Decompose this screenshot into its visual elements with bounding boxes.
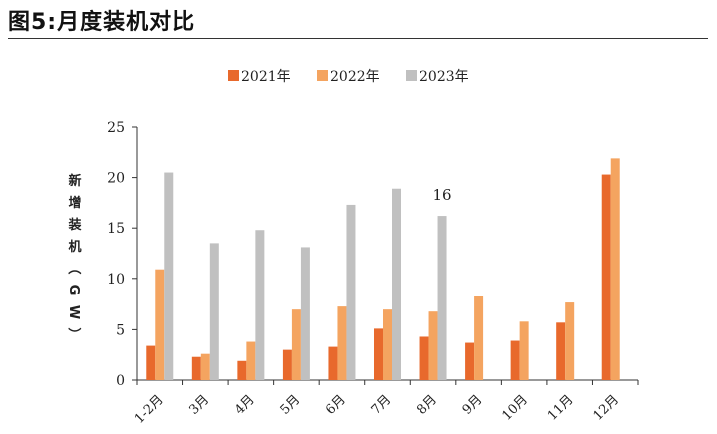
legend-swatch xyxy=(317,70,328,81)
legend-label: 2022年 xyxy=(330,69,380,85)
bar-2023年-6月 xyxy=(346,204,356,380)
bar-2022年-4月 xyxy=(246,341,256,380)
bar-2023年-7月 xyxy=(392,188,401,380)
bar-2023年-5月 xyxy=(300,247,310,380)
title-rule xyxy=(8,38,708,39)
data-label: 16 xyxy=(432,186,451,204)
x-tick-label: 9月 xyxy=(460,392,486,418)
y-axis-label-char: 装 xyxy=(67,217,81,233)
y-tick-label: 10 xyxy=(107,272,125,288)
y-axis-label-char: （ xyxy=(66,261,82,274)
y-axis-label-char: 增 xyxy=(68,195,81,211)
y-tick-label: 25 xyxy=(107,120,125,136)
x-tick-label: 5月 xyxy=(278,392,304,418)
y-tick-label: 20 xyxy=(107,171,125,187)
bar-2022年-5月 xyxy=(291,309,301,380)
bar-2021年-4月 xyxy=(237,360,247,380)
bar-2022年-11月 xyxy=(565,302,575,380)
bar-2023年-3月 xyxy=(209,243,219,380)
bar-2023年-4月 xyxy=(255,230,265,380)
y-tick-label: 0 xyxy=(116,373,125,389)
bar-2021年-5月 xyxy=(282,349,292,380)
bar-2022年-7月 xyxy=(383,309,392,380)
bar-2021年-7月 xyxy=(374,328,383,380)
y-axis-label-char: W xyxy=(66,305,81,319)
bar-2021年-6月 xyxy=(328,346,338,380)
bar-2022年-3月 xyxy=(200,353,210,380)
y-tick-label: 5 xyxy=(116,322,125,338)
legend-swatch xyxy=(228,70,239,81)
legend-swatch xyxy=(406,70,417,81)
y-axis-label-char: G xyxy=(66,285,81,296)
bar-2021年-1-2月 xyxy=(146,345,156,380)
legend-label: 2023年 xyxy=(419,69,469,85)
bar-2022年-12月 xyxy=(610,158,620,380)
x-tick-label: 1-2月 xyxy=(132,392,167,427)
bars xyxy=(146,158,620,380)
x-tick-label: 11月 xyxy=(545,392,576,423)
axes: 0 5 10 15 20 25 1-2月 3月 4月 5月 6月 7月 8月 9月 10月 11月 12月 xyxy=(107,120,639,427)
bar-2022年-8月 xyxy=(428,311,438,380)
bar-2023年-8月 xyxy=(437,216,447,380)
bar-2021年-8月 xyxy=(419,336,429,380)
bar-2021年-3月 xyxy=(191,356,201,380)
y-axis-label-char: 新 xyxy=(68,173,81,189)
y-tick-label: 15 xyxy=(107,221,125,237)
x-tick-label: 3月 xyxy=(186,392,212,418)
x-tick-label: 12月 xyxy=(591,392,622,423)
bar-2023年-1-2月 xyxy=(164,172,174,380)
bar-2022年-10月 xyxy=(519,321,529,380)
bar-2022年-6月 xyxy=(337,306,347,380)
bar-2021年-10月 xyxy=(510,340,520,380)
x-tick-label: 7月 xyxy=(369,392,395,418)
x-tick-label: 4月 xyxy=(232,392,258,418)
annotations: 16 xyxy=(432,186,451,204)
bar-2021年-12月 xyxy=(601,174,611,380)
x-tick-label: 8月 xyxy=(414,392,440,418)
x-tick-label: 6月 xyxy=(323,392,349,418)
bar-2022年-9月 xyxy=(474,296,484,380)
x-tick-label: 10月 xyxy=(499,392,530,423)
bar-2022年-1-2月 xyxy=(155,269,165,380)
y-axis-label-char: ） xyxy=(66,327,82,340)
legend: 2021年 2022年 2023年 xyxy=(228,69,469,85)
legend-label: 2021年 xyxy=(241,69,291,85)
bar-2021年-11月 xyxy=(556,322,566,380)
figure-title: 图5:月度装机对比 xyxy=(8,10,196,35)
y-axis-label-char: 机 xyxy=(68,239,81,255)
bar-2021年-9月 xyxy=(465,342,475,380)
